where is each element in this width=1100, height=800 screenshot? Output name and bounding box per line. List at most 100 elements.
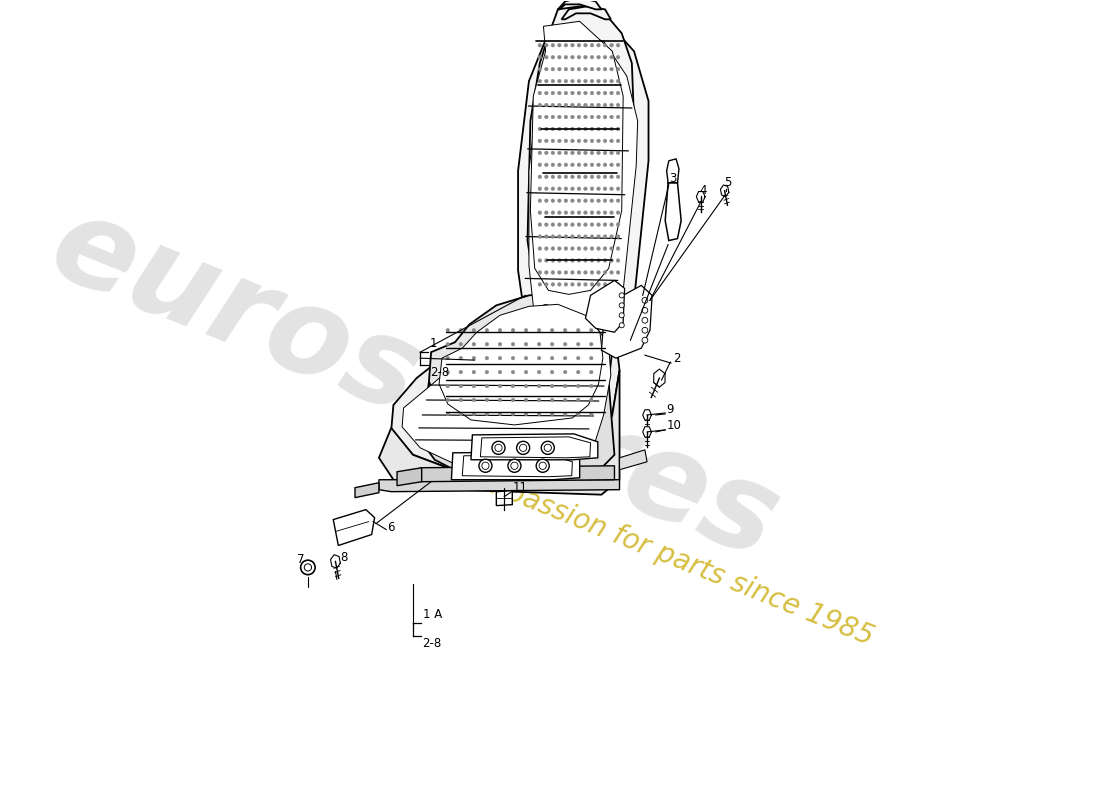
Circle shape	[584, 79, 587, 83]
Circle shape	[551, 175, 554, 178]
Circle shape	[558, 199, 561, 202]
Circle shape	[563, 384, 566, 388]
Circle shape	[596, 139, 601, 142]
Circle shape	[498, 370, 502, 374]
Circle shape	[525, 356, 528, 360]
Polygon shape	[528, 6, 634, 315]
Circle shape	[446, 384, 450, 388]
Circle shape	[525, 398, 528, 402]
Circle shape	[584, 67, 587, 71]
Circle shape	[596, 234, 601, 238]
Circle shape	[576, 342, 580, 346]
Text: a passion for parts since 1985: a passion for parts since 1985	[477, 468, 878, 651]
Circle shape	[538, 211, 541, 214]
Circle shape	[584, 270, 587, 274]
Circle shape	[558, 55, 561, 59]
Circle shape	[591, 151, 594, 154]
Circle shape	[544, 270, 548, 274]
Circle shape	[544, 79, 548, 83]
Circle shape	[550, 370, 554, 374]
Circle shape	[558, 270, 561, 274]
Circle shape	[596, 127, 601, 130]
Circle shape	[564, 258, 568, 262]
Circle shape	[591, 139, 594, 142]
Circle shape	[485, 384, 488, 388]
Circle shape	[609, 199, 614, 202]
Circle shape	[584, 222, 587, 226]
Circle shape	[564, 163, 568, 166]
Circle shape	[446, 356, 450, 360]
Circle shape	[609, 103, 614, 107]
Circle shape	[564, 187, 568, 190]
Circle shape	[512, 329, 515, 332]
Circle shape	[591, 79, 594, 83]
Circle shape	[544, 234, 548, 238]
Circle shape	[551, 103, 554, 107]
Circle shape	[563, 329, 566, 332]
Circle shape	[642, 318, 648, 323]
Circle shape	[596, 43, 601, 47]
Circle shape	[544, 67, 548, 71]
Circle shape	[512, 342, 515, 346]
Circle shape	[550, 398, 554, 402]
Circle shape	[576, 384, 580, 388]
Circle shape	[551, 115, 554, 118]
Circle shape	[578, 43, 581, 47]
Polygon shape	[462, 455, 572, 477]
Circle shape	[584, 163, 587, 166]
Circle shape	[472, 356, 475, 360]
Circle shape	[642, 338, 648, 343]
Circle shape	[603, 246, 607, 250]
Circle shape	[563, 370, 566, 374]
Circle shape	[538, 175, 541, 178]
Circle shape	[596, 175, 601, 178]
Circle shape	[564, 103, 568, 107]
Circle shape	[564, 246, 568, 250]
Polygon shape	[392, 295, 619, 474]
Circle shape	[541, 442, 554, 454]
Circle shape	[538, 282, 541, 286]
Circle shape	[550, 384, 554, 388]
Circle shape	[551, 199, 554, 202]
Polygon shape	[496, 490, 513, 506]
Circle shape	[564, 139, 568, 142]
Circle shape	[591, 115, 594, 118]
Circle shape	[538, 163, 541, 166]
Circle shape	[544, 151, 548, 154]
Circle shape	[498, 356, 502, 360]
Circle shape	[571, 246, 574, 250]
Circle shape	[571, 234, 574, 238]
Circle shape	[472, 370, 475, 374]
Circle shape	[596, 258, 601, 262]
Circle shape	[538, 139, 541, 142]
Circle shape	[603, 234, 607, 238]
Circle shape	[584, 91, 587, 95]
Circle shape	[537, 329, 541, 332]
Circle shape	[571, 67, 574, 71]
Circle shape	[517, 442, 530, 454]
Circle shape	[603, 222, 607, 226]
Circle shape	[538, 127, 541, 130]
Circle shape	[609, 222, 614, 226]
Circle shape	[603, 163, 607, 166]
Circle shape	[525, 384, 528, 388]
Circle shape	[590, 384, 593, 388]
Circle shape	[609, 246, 614, 250]
Circle shape	[512, 398, 515, 402]
Circle shape	[609, 151, 614, 154]
Circle shape	[576, 370, 580, 374]
Circle shape	[551, 258, 554, 262]
Circle shape	[571, 43, 574, 47]
Circle shape	[596, 151, 601, 154]
Circle shape	[544, 139, 548, 142]
Circle shape	[544, 163, 548, 166]
Text: 2: 2	[673, 352, 681, 365]
Circle shape	[512, 384, 515, 388]
Circle shape	[485, 370, 488, 374]
Circle shape	[616, 55, 620, 59]
Circle shape	[551, 151, 554, 154]
Circle shape	[544, 115, 548, 118]
Circle shape	[596, 79, 601, 83]
Circle shape	[591, 199, 594, 202]
Circle shape	[544, 258, 548, 262]
